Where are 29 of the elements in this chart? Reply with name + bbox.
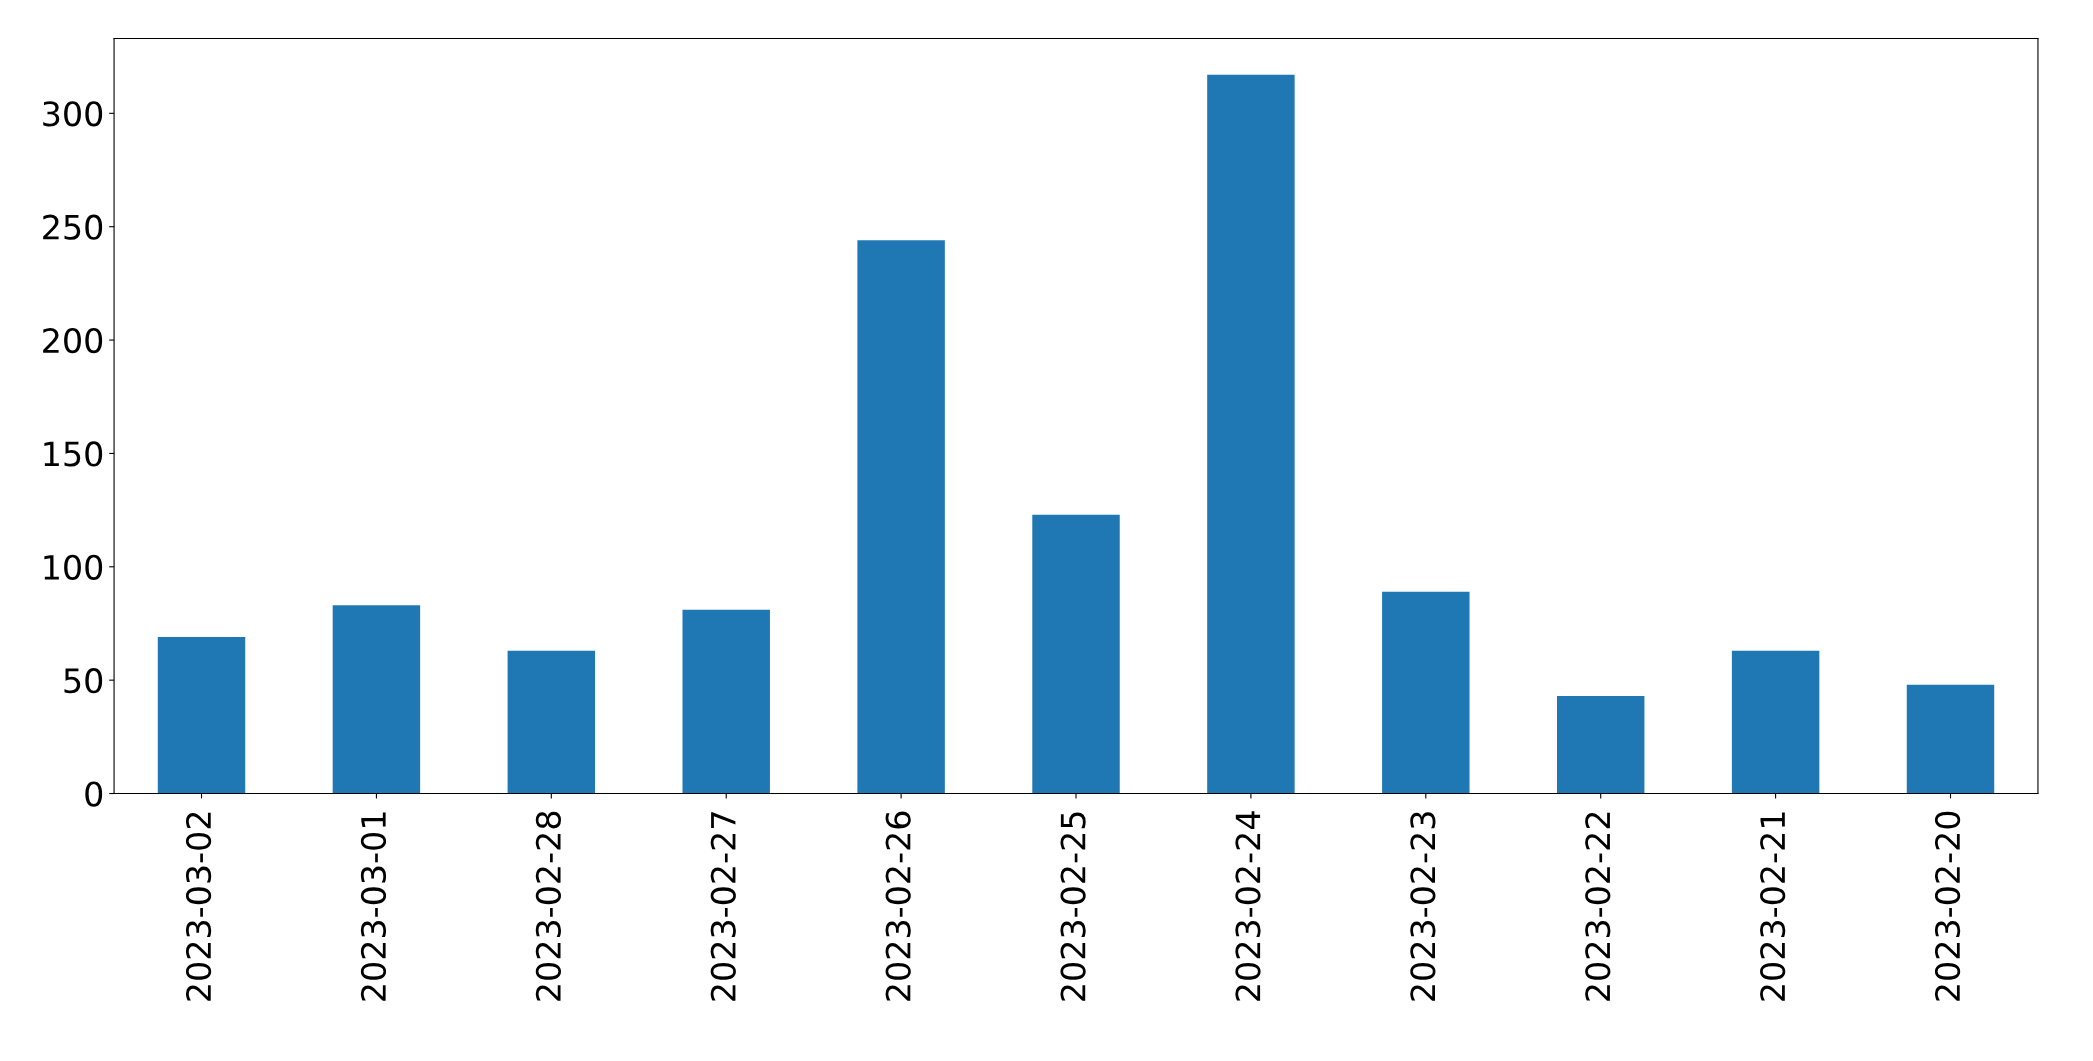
x-tick-label: 2023-02-26 [885,811,911,1001]
x-tick-label: 2023-02-23 [1410,812,1436,1001]
y-tick-label: 250 [43,214,103,240]
x-tick-label: 2023-03-02 [185,812,212,1001]
bar [857,240,945,794]
y-tick-label: 0 [85,781,103,807]
y-tick-label: 150 [44,441,103,467]
bar [1032,514,1120,794]
x-tick-label: 2023-02-22 [1585,812,1611,1001]
y-tick-label: 300 [43,101,103,127]
x-tick-label: 2023-02-21 [1760,812,1786,1001]
x-tick-label: 2023-03-01 [360,812,387,1001]
bar [1382,591,1470,794]
bar [157,637,246,794]
bar [1731,650,1820,794]
x-tick-label: 2023-02-24 [1235,811,1261,1001]
x-tick-label: 2023-02-20 [1934,811,1961,1001]
bar [1556,696,1645,794]
x-tick-label: 2023-02-25 [1060,812,1086,1001]
x-tick-label: 2023-02-28 [535,811,561,1001]
bar [682,609,770,794]
y-tick-label: 50 [64,668,103,694]
bar [332,605,421,794]
bar [1207,74,1295,794]
bar [1906,684,1995,794]
x-tick-label: 2023-02-27 [710,812,736,1001]
y-tick-label: 100 [44,554,103,580]
y-tick-label: 200 [43,327,103,354]
bar [507,650,596,794]
